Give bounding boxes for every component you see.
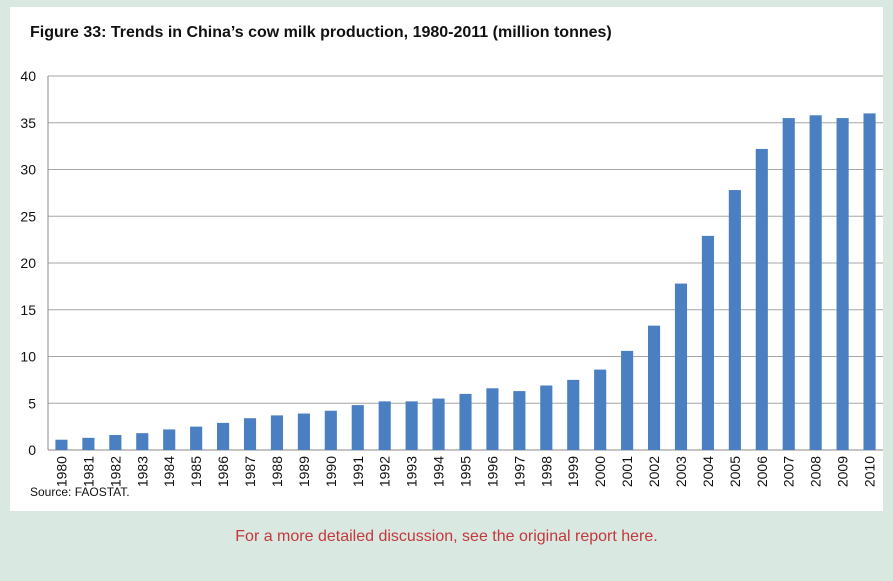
bar-2006	[755, 148, 768, 450]
chart-title: Figure 33: Trends in China’s cow milk pr…	[30, 24, 612, 41]
x-tick-label: 1990	[323, 456, 339, 487]
x-tick-label: 2005	[727, 456, 743, 487]
bar-1994	[432, 398, 445, 450]
bar-2010	[863, 113, 876, 451]
bar-1984	[163, 429, 176, 450]
bar-2001	[621, 350, 634, 450]
bar-1999	[567, 379, 580, 450]
bar-2003	[674, 283, 688, 450]
x-tick-label: 1987	[242, 456, 258, 487]
x-tick-label: 1992	[377, 456, 393, 487]
bar-1983	[136, 433, 149, 450]
bar-1987	[243, 418, 257, 450]
x-tick-label: 1983	[134, 456, 150, 487]
bar-1980	[55, 439, 68, 450]
bar-1986	[217, 422, 230, 450]
bars	[55, 113, 876, 451]
x-tick-label: 1982	[107, 456, 123, 487]
x-tick-label: 1980	[53, 456, 69, 487]
y-tick-label: 15	[20, 302, 36, 318]
bar-1993	[405, 401, 418, 450]
bar-1997	[513, 391, 526, 450]
x-tick-label: 1984	[161, 456, 177, 487]
x-tick-label: 2010	[862, 456, 878, 487]
x-tick-label: 2000	[592, 456, 608, 487]
x-tick-label: 1997	[511, 456, 527, 487]
bar-2004	[701, 235, 714, 450]
bar-2009	[836, 118, 849, 450]
bar-2002	[647, 325, 661, 450]
x-tick-label: 1991	[350, 456, 366, 487]
original-report-link[interactable]: For a more detailed discussion, see the …	[235, 528, 658, 545]
bar-1998	[540, 385, 553, 450]
source-note: Source: FAOSTAT.	[30, 485, 130, 499]
x-tick-label: 1995	[458, 456, 474, 487]
bar-1989	[297, 413, 310, 450]
y-tick-label: 0	[28, 442, 36, 458]
y-tick-label: 35	[20, 115, 36, 131]
y-axis-tick-labels: 0 5 10 15 20 25 30 35 40	[20, 68, 36, 458]
bar-1992	[378, 401, 391, 450]
x-tick-label: 1999	[565, 456, 581, 487]
y-tick-label: 30	[20, 162, 36, 178]
bar-1988	[270, 415, 284, 450]
x-tick-label: 2009	[835, 456, 851, 487]
x-tick-label: 2001	[619, 456, 635, 487]
y-tick-label: 25	[20, 208, 36, 224]
bar-1985	[190, 426, 203, 450]
x-tick-label: 2007	[781, 456, 797, 487]
x-tick-label: 1986	[215, 456, 231, 487]
bar-1981	[82, 437, 95, 450]
x-tick-label: 2002	[646, 456, 662, 487]
x-tick-label: 1985	[188, 456, 204, 487]
x-tick-label: 1989	[296, 456, 312, 487]
bar-2007	[782, 118, 795, 450]
x-axis-tick-labels: 1980 1981 1982 1983 1984 1985 1986 1987 1988 1989…	[53, 456, 877, 487]
x-tick-label: 2008	[808, 456, 824, 487]
bar-2005	[728, 190, 741, 450]
y-tick-label: 40	[20, 68, 36, 84]
x-tick-label: 1993	[404, 456, 420, 487]
bar-1982	[109, 435, 122, 450]
x-tick-label: 2003	[673, 456, 689, 487]
bar-1990	[324, 410, 337, 450]
y-tick-label: 20	[20, 255, 36, 271]
bar-1996	[486, 388, 499, 450]
x-tick-label: 2006	[754, 456, 770, 487]
x-tick-label: 2004	[700, 456, 716, 487]
x-tick-label: 1988	[269, 456, 285, 487]
y-tick-label: 5	[28, 395, 36, 411]
y-tick-label: 10	[20, 349, 36, 365]
x-tick-label: 1998	[538, 456, 554, 487]
x-tick-label: 1996	[484, 456, 500, 487]
x-tick-label: 1994	[431, 456, 447, 487]
x-tick-label: 1981	[80, 456, 96, 487]
bar-1991	[351, 405, 364, 450]
bar-1995	[459, 393, 472, 450]
bar-2008	[809, 115, 822, 451]
bar-2000	[594, 369, 607, 450]
